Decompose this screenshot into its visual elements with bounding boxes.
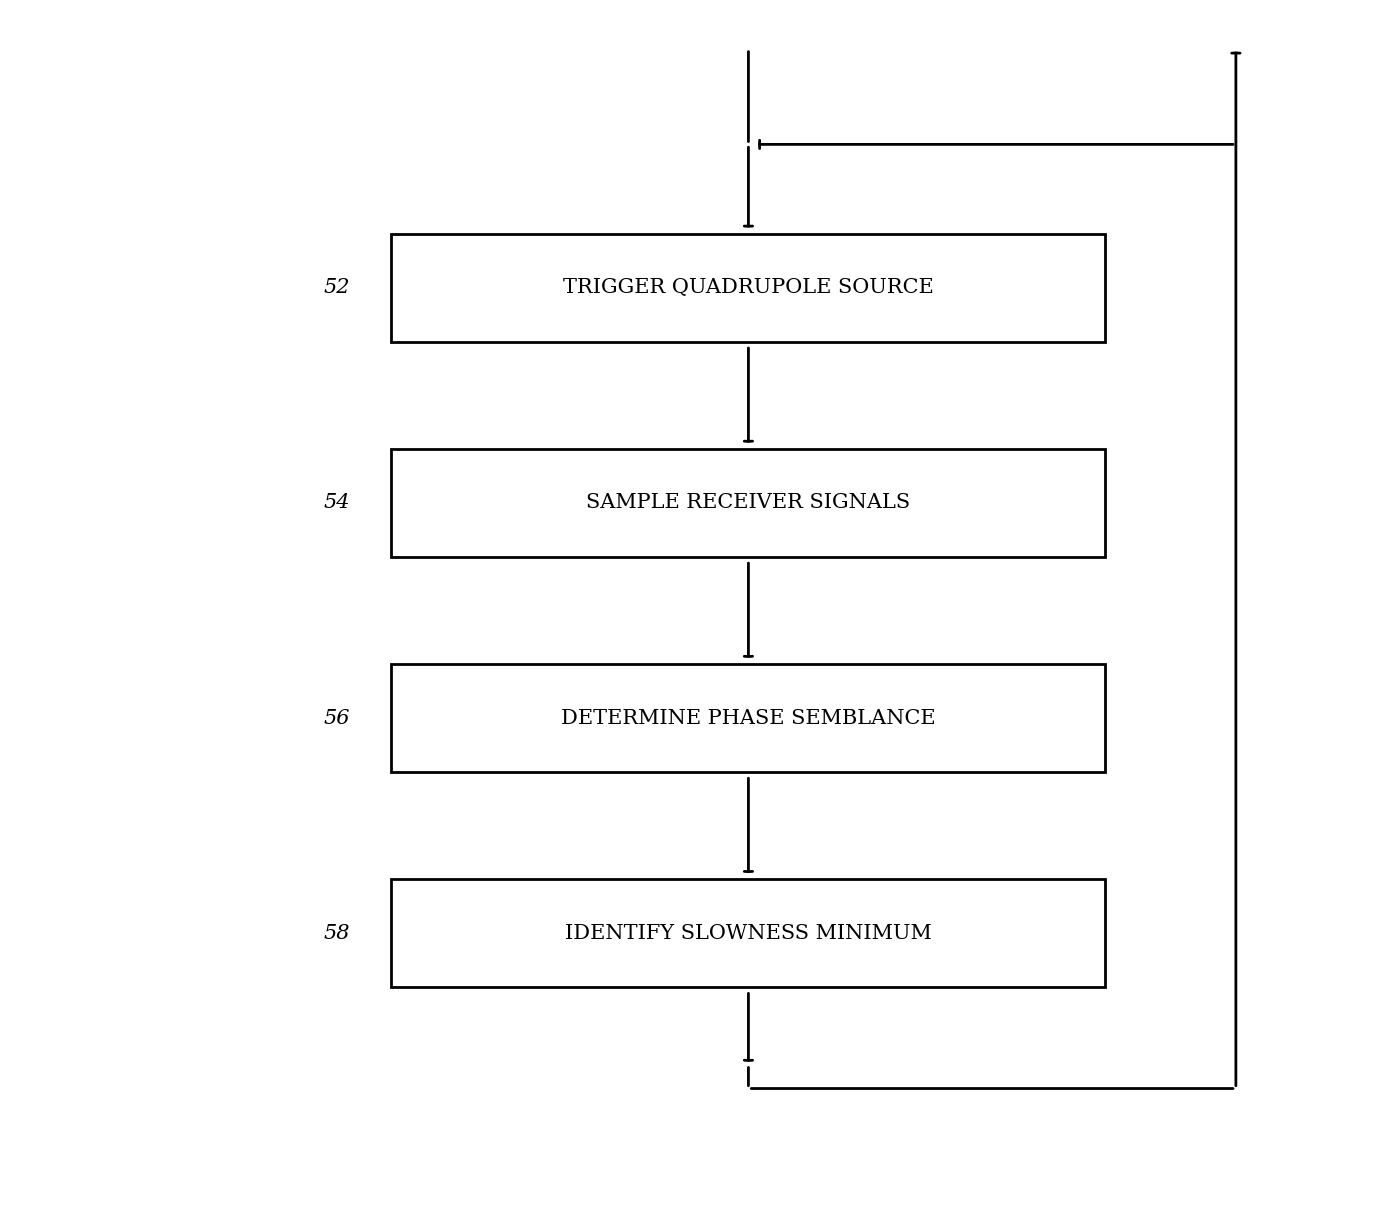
FancyBboxPatch shape [391,879,1105,987]
Text: DETERMINE PHASE SEMBLANCE: DETERMINE PHASE SEMBLANCE [562,708,936,728]
FancyBboxPatch shape [391,235,1105,342]
Text: IDENTIFY SLOWNESS MINIMUM: IDENTIFY SLOWNESS MINIMUM [565,924,932,943]
Text: 56: 56 [323,708,351,728]
Text: 58: 58 [323,924,351,943]
Text: 54: 54 [323,493,351,513]
Text: SAMPLE RECEIVER SIGNALS: SAMPLE RECEIVER SIGNALS [587,493,910,513]
FancyBboxPatch shape [391,449,1105,556]
Text: 52: 52 [323,278,351,297]
FancyBboxPatch shape [391,664,1105,771]
Text: TRIGGER QUADRUPOLE SOURCE: TRIGGER QUADRUPOLE SOURCE [563,278,933,297]
